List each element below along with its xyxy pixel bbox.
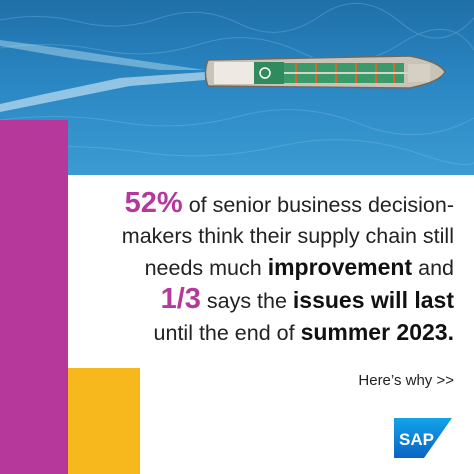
purple-accent-bar (0, 120, 68, 474)
headline-line-5-start: until the end of (153, 321, 301, 345)
headline-line-3-end: and (412, 256, 454, 280)
headline-line-4-start: says the (200, 289, 293, 313)
ocean-ship-photo (0, 0, 474, 175)
ship-illustration (0, 3, 474, 166)
emphasis-improvement: improvement (267, 254, 413, 280)
stat-one-third: 1/3 (160, 283, 201, 315)
emphasis-summer-2023: summer 2023. (300, 319, 454, 345)
headline-line-2: makers think their supply chain still (121, 224, 454, 248)
yellow-accent-block (68, 368, 140, 474)
emphasis-issues: issues will last (292, 287, 454, 313)
sap-logo-text: SAP (399, 430, 434, 449)
headline-text: 52% of senior business decision- makers … (54, 188, 454, 349)
sap-logo: SAP (394, 418, 452, 458)
headline-line-3-start: needs much (144, 256, 268, 280)
stat-52-percent: 52% (124, 187, 183, 219)
headline-line-1: of senior business decision- (182, 193, 454, 217)
heres-why-link[interactable]: Here’s why >> (358, 372, 454, 389)
